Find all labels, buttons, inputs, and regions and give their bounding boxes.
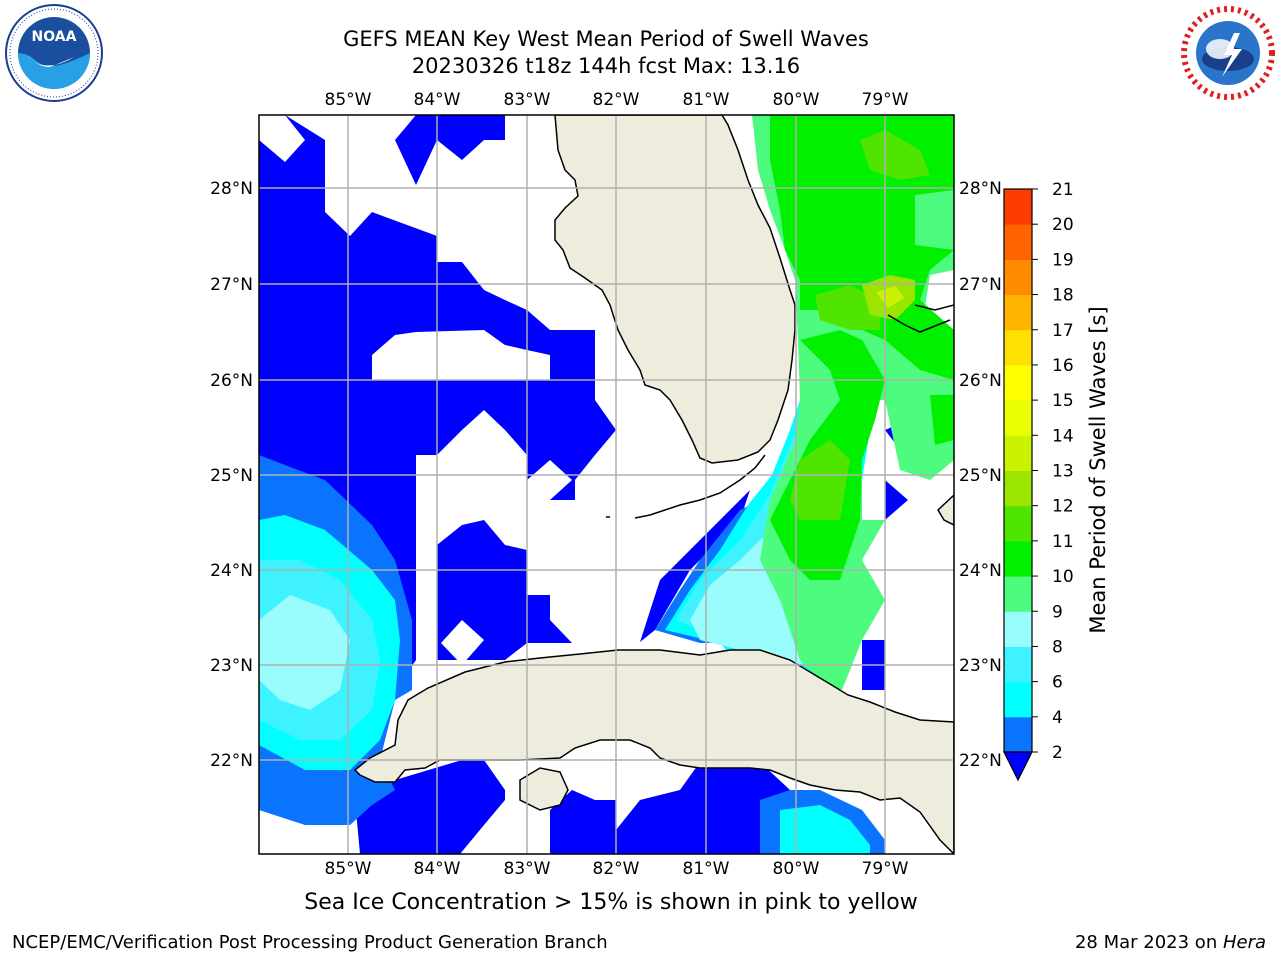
colorbar-bin: [1004, 716, 1032, 753]
colorbar-tick-label: 14: [1052, 426, 1074, 446]
colorbar-tick-label: 6: [1052, 673, 1063, 693]
noaa-logo: NOAA: [5, 4, 103, 102]
colorbar-bin: [1004, 576, 1032, 612]
colorbar-tick-label: 2: [1052, 743, 1063, 763]
lon-label: 83°W: [504, 859, 551, 879]
colorbar-bin: [1004, 681, 1032, 718]
colorbar-bin: [1004, 259, 1032, 296]
map-area: [259, 115, 954, 854]
andros-island-land: [937, 493, 954, 526]
colorbar-bin: [1004, 189, 1032, 225]
colorbar-tick-label: 11: [1052, 532, 1074, 552]
colorbar-bin: [1004, 435, 1032, 471]
florida-land: [554, 115, 796, 464]
colorbar-tick-label: 17: [1052, 321, 1074, 341]
colorbar-bin: [1004, 400, 1032, 436]
map-title: GEFS MEAN Key West Mean Period of Swell …: [343, 27, 869, 51]
lat-label: 26°N: [210, 371, 253, 391]
lon-label: 80°W: [773, 859, 820, 879]
colorbar-bin: [1004, 364, 1032, 401]
colorbar-bin: [1004, 646, 1032, 683]
lon-label: 83°W: [504, 90, 551, 110]
colorbar-tick-label: 18: [1052, 286, 1074, 306]
colorbar-tick-label: 12: [1052, 497, 1074, 517]
lat-label: 28°N: [959, 179, 1002, 199]
colorbar-tick-label: 15: [1052, 391, 1074, 411]
footer-date: 28 Mar 2023 on Hera: [1075, 932, 1266, 953]
lat-label: 24°N: [210, 561, 253, 581]
lat-label: 25°N: [959, 466, 1002, 486]
colorbar-bin: [1004, 470, 1032, 507]
lat-label: 27°N: [959, 275, 1002, 295]
colorbar-tick-label: 10: [1052, 567, 1074, 587]
colorbar-under-extension: [1003, 751, 1033, 782]
colorbar-bin: [1004, 540, 1032, 577]
colorbar-tick-label: 19: [1052, 250, 1074, 270]
lat-label: 23°N: [210, 656, 253, 676]
lat-label: 23°N: [959, 656, 1002, 676]
map-subtitle: 20230326 t18z 144h fcst Max: 13.16: [411, 54, 801, 78]
colorbar-tick-label: 16: [1052, 356, 1074, 376]
lon-label: 79°W: [862, 90, 909, 110]
colorbar-tick-label: 9: [1052, 602, 1063, 622]
colorbar-bin: [1004, 611, 1032, 647]
colorbar: 2 4 6 8 9 10 11 12 13 14 15 16 17 18 19 20 21: [1003, 180, 1074, 782]
no-data-holes: [259, 115, 572, 665]
footer-date-text: 28 Mar 2023 on: [1074, 932, 1223, 953]
lon-label: 81°W: [683, 859, 730, 879]
lon-label: 81°W: [683, 90, 730, 110]
lon-labels-bottom: 85°W 84°W 83°W 82°W 81°W 80°W 79°W: [325, 859, 909, 879]
lat-labels-right: 28°N 27°N 26°N 25°N 24°N 23°N 22°N: [959, 179, 1002, 771]
lat-label: 28°N: [210, 179, 253, 199]
colorbar-bin: [1004, 505, 1032, 542]
swell-period-11-12s-field: [790, 130, 930, 520]
swell-period-13s-max-field: [876, 286, 904, 308]
footer-machine: Hera: [1222, 932, 1266, 953]
colorbar-bin: [1004, 329, 1032, 366]
sea-ice-caption: Sea Ice Concentration > 15% is shown in …: [304, 890, 918, 915]
isla-de-la-juventud-land: [519, 767, 569, 811]
lon-labels-top: 85°W 84°W 83°W 82°W 81°W 80°W 79°W: [325, 90, 909, 110]
lat-labels-left: 28°N 27°N 26°N 25°N 24°N 23°N 22°N: [210, 179, 253, 771]
colorbar-bin: [1004, 294, 1032, 331]
lon-label: 84°W: [414, 90, 461, 110]
colorbar-bin: [1004, 224, 1032, 260]
florida-keys: [606, 454, 766, 519]
lon-label: 82°W: [593, 859, 640, 879]
footer-credit: NCEP/EMC/Verification Post Processing Pr…: [12, 932, 608, 953]
lon-label: 85°W: [325, 90, 372, 110]
lon-label: 82°W: [593, 90, 640, 110]
lat-label: 24°N: [959, 561, 1002, 581]
colorbar-tick-label: 13: [1052, 462, 1074, 482]
lat-label: 22°N: [959, 751, 1002, 771]
lon-label: 85°W: [325, 859, 372, 879]
map-gridlines: [259, 115, 954, 854]
colorbar-label: Mean Period of Swell Waves [s]: [1086, 306, 1110, 633]
nws-logo: [1180, 5, 1276, 101]
colorbar-tick-label: 21: [1052, 180, 1074, 200]
colorbar-tick-label: 8: [1052, 637, 1063, 657]
lat-label: 22°N: [210, 751, 253, 771]
lat-label: 27°N: [210, 275, 253, 295]
lon-label: 80°W: [773, 90, 820, 110]
colorbar-tick-label: 4: [1052, 708, 1063, 728]
map-frame: [258, 114, 955, 855]
lon-label: 84°W: [414, 859, 461, 879]
lat-label: 26°N: [959, 371, 1002, 391]
lat-label: 25°N: [210, 466, 253, 486]
lon-label: 79°W: [862, 859, 909, 879]
cuba-land: [353, 649, 954, 854]
grand-bahama-land: [887, 304, 954, 333]
colorbar-tick-label: 20: [1052, 215, 1074, 235]
noaa-logo-text: NOAA: [32, 29, 77, 45]
